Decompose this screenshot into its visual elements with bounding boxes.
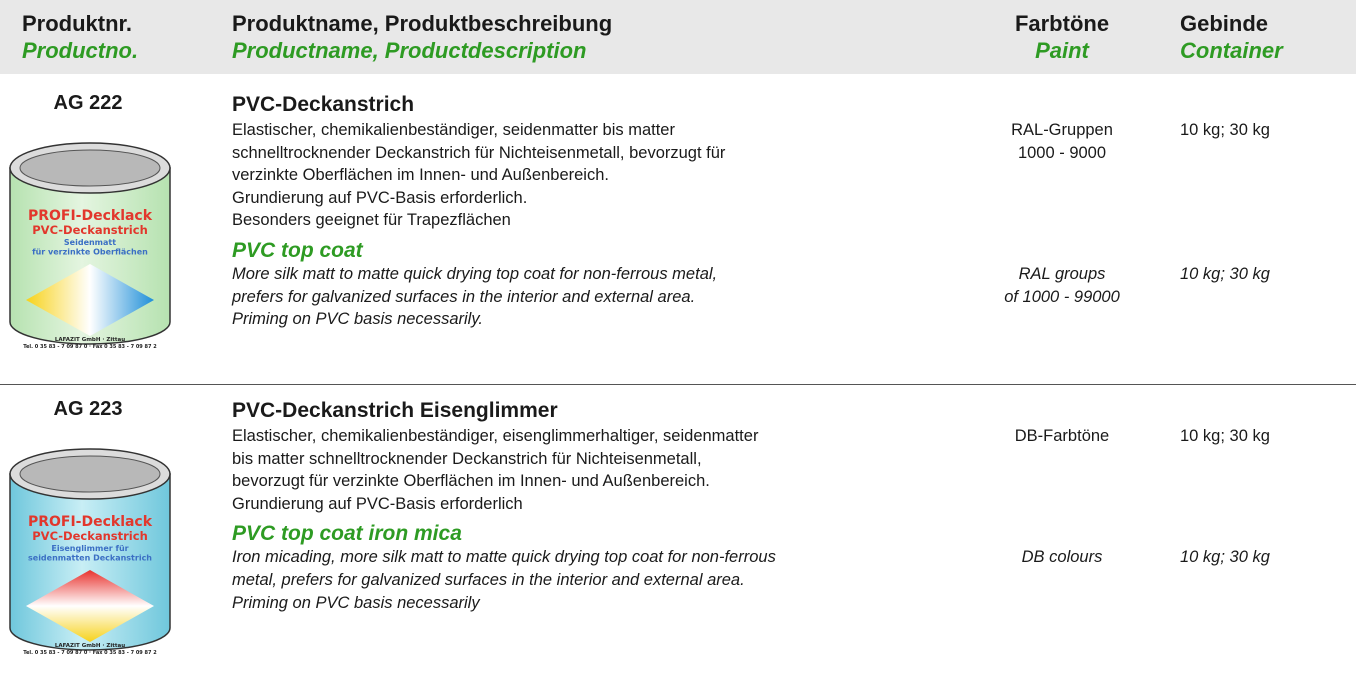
product-title-en: PVC top coat — [232, 238, 992, 263]
header-band: Produktnr. Productno. Produktname, Produ… — [0, 0, 1356, 74]
text-line: Elastischer, chemikalienbeständiger, eis… — [232, 425, 992, 448]
header-de: Farbtöne — [972, 10, 1152, 37]
header-en: Productname, Productdescription — [232, 37, 612, 64]
product-number: AG 223 — [0, 398, 176, 421]
page: Produktkatalog {"header": {"columns": [ … — [0, 0, 1356, 688]
can-contact: Tel. 0 35 83 - 7 09 87 0 · Fax 0 35 83 -… — [23, 650, 157, 656]
text-line: prefers for galvanized surfaces in the i… — [232, 286, 992, 309]
can-lid-inner — [20, 150, 160, 186]
header-de: Produktnr. — [22, 10, 138, 37]
header-col: Produktnr. Productno. — [22, 10, 138, 64]
text-line: Iron micading, more silk matt to matte q… — [232, 546, 992, 569]
container-de: 10 kg; 30 kg — [1180, 119, 1270, 142]
product-number: AG 222 — [0, 92, 176, 115]
text-line: 1000 - 9000 — [972, 142, 1152, 165]
can-line: Seidenmatt — [64, 238, 116, 247]
can-brand: PROFI-Decklack — [28, 208, 153, 224]
text-line: Grundierung auf PVC-Basis erforderlich — [232, 493, 992, 516]
header-de: Gebinde — [1180, 10, 1283, 37]
text-line: Priming on PVC basis necessarily — [232, 592, 992, 615]
header-col: Gebinde Container — [1180, 10, 1283, 64]
text-line: metal, prefers for galvanized surfaces i… — [232, 569, 992, 592]
text-line: of 1000 - 99000 — [972, 286, 1152, 309]
text-line: schnelltrocknender Deckanstrich für Nich… — [232, 142, 992, 165]
text-line: More silk matt to matte quick drying top… — [232, 263, 992, 286]
product-title: PVC-Deckanstrich — [232, 92, 992, 117]
can-line: für verzinkte Oberflächen — [32, 248, 148, 257]
text-line: Priming on PVC basis necessarily. — [232, 308, 992, 331]
can-company: LAFAZIT GmbH · Zittau — [55, 337, 125, 343]
header-col: Farbtöne Paint — [972, 10, 1152, 64]
text-line: Elastischer, chemikalienbeständiger, sei… — [232, 119, 992, 142]
header-en: Container — [1180, 37, 1283, 64]
text-line: bis matter schnelltrocknender Deckanstri… — [232, 448, 992, 471]
description-de: Elastischer, chemikalienbeständiger, eis… — [232, 425, 992, 515]
can-line: seidenmatten Deckanstrich — [28, 554, 152, 563]
can-line: Eisenglimmer für — [51, 544, 128, 553]
text-line: DB colours — [972, 546, 1152, 569]
container-de: 10 kg; 30 kg — [1180, 425, 1270, 448]
text-line: verzinkte Oberflächen im Innen- und Auße… — [232, 164, 992, 187]
text-line: Grundierung auf PVC-Basis erforderlich. — [232, 187, 992, 210]
paint-de: DB-Farbtöne — [972, 425, 1152, 448]
header-en: Productno. — [22, 37, 138, 64]
separator — [0, 384, 1356, 385]
text-line: RAL-Gruppen — [972, 119, 1152, 142]
document: Produktnr. Productno. Produktname, Produ… — [0, 0, 1356, 688]
product-title: PVC-Deckanstrich Eisenglimmer — [232, 398, 992, 423]
container-en: 10 kg; 30 kg — [1180, 263, 1270, 286]
can-contact: Tel. 0 35 83 - 7 09 87 0 · Fax 0 35 83 -… — [23, 344, 157, 350]
container-en: 10 kg; 30 kg — [1180, 546, 1270, 569]
header-en: Paint — [972, 37, 1152, 64]
can-brand: PROFI-Decklack — [28, 514, 153, 530]
description-en: Iron micading, more silk matt to matte q… — [232, 546, 992, 614]
can-lid-inner — [20, 456, 160, 492]
text-line: bevorzugt für verzinkte Oberflächen im I… — [232, 470, 992, 493]
text-line: RAL groups — [972, 263, 1152, 286]
can-product: PVC-Deckanstrich — [32, 529, 148, 543]
paint-en: DB colours — [972, 546, 1152, 569]
text-line: DB-Farbtöne — [972, 425, 1152, 448]
header-de: Produktname, Produktbeschreibung — [232, 10, 612, 37]
description-de: Elastischer, chemikalienbeständiger, sei… — [232, 119, 992, 232]
product-title-en: PVC top coat iron mica — [232, 521, 992, 546]
paint-can: PROFI-DecklackPVC-DeckanstrichEisenglimm… — [6, 444, 174, 656]
text-line: Besonders geeignet für Trapezflächen — [232, 209, 992, 232]
paint-can: PROFI-DecklackPVC-DeckanstrichSeidenmatt… — [6, 138, 174, 350]
can-company: LAFAZIT GmbH · Zittau — [55, 643, 125, 649]
header-col: Produktname, Produktbeschreibung Product… — [232, 10, 612, 64]
description-en: More silk matt to matte quick drying top… — [232, 263, 992, 331]
can-product: PVC-Deckanstrich — [32, 223, 148, 237]
